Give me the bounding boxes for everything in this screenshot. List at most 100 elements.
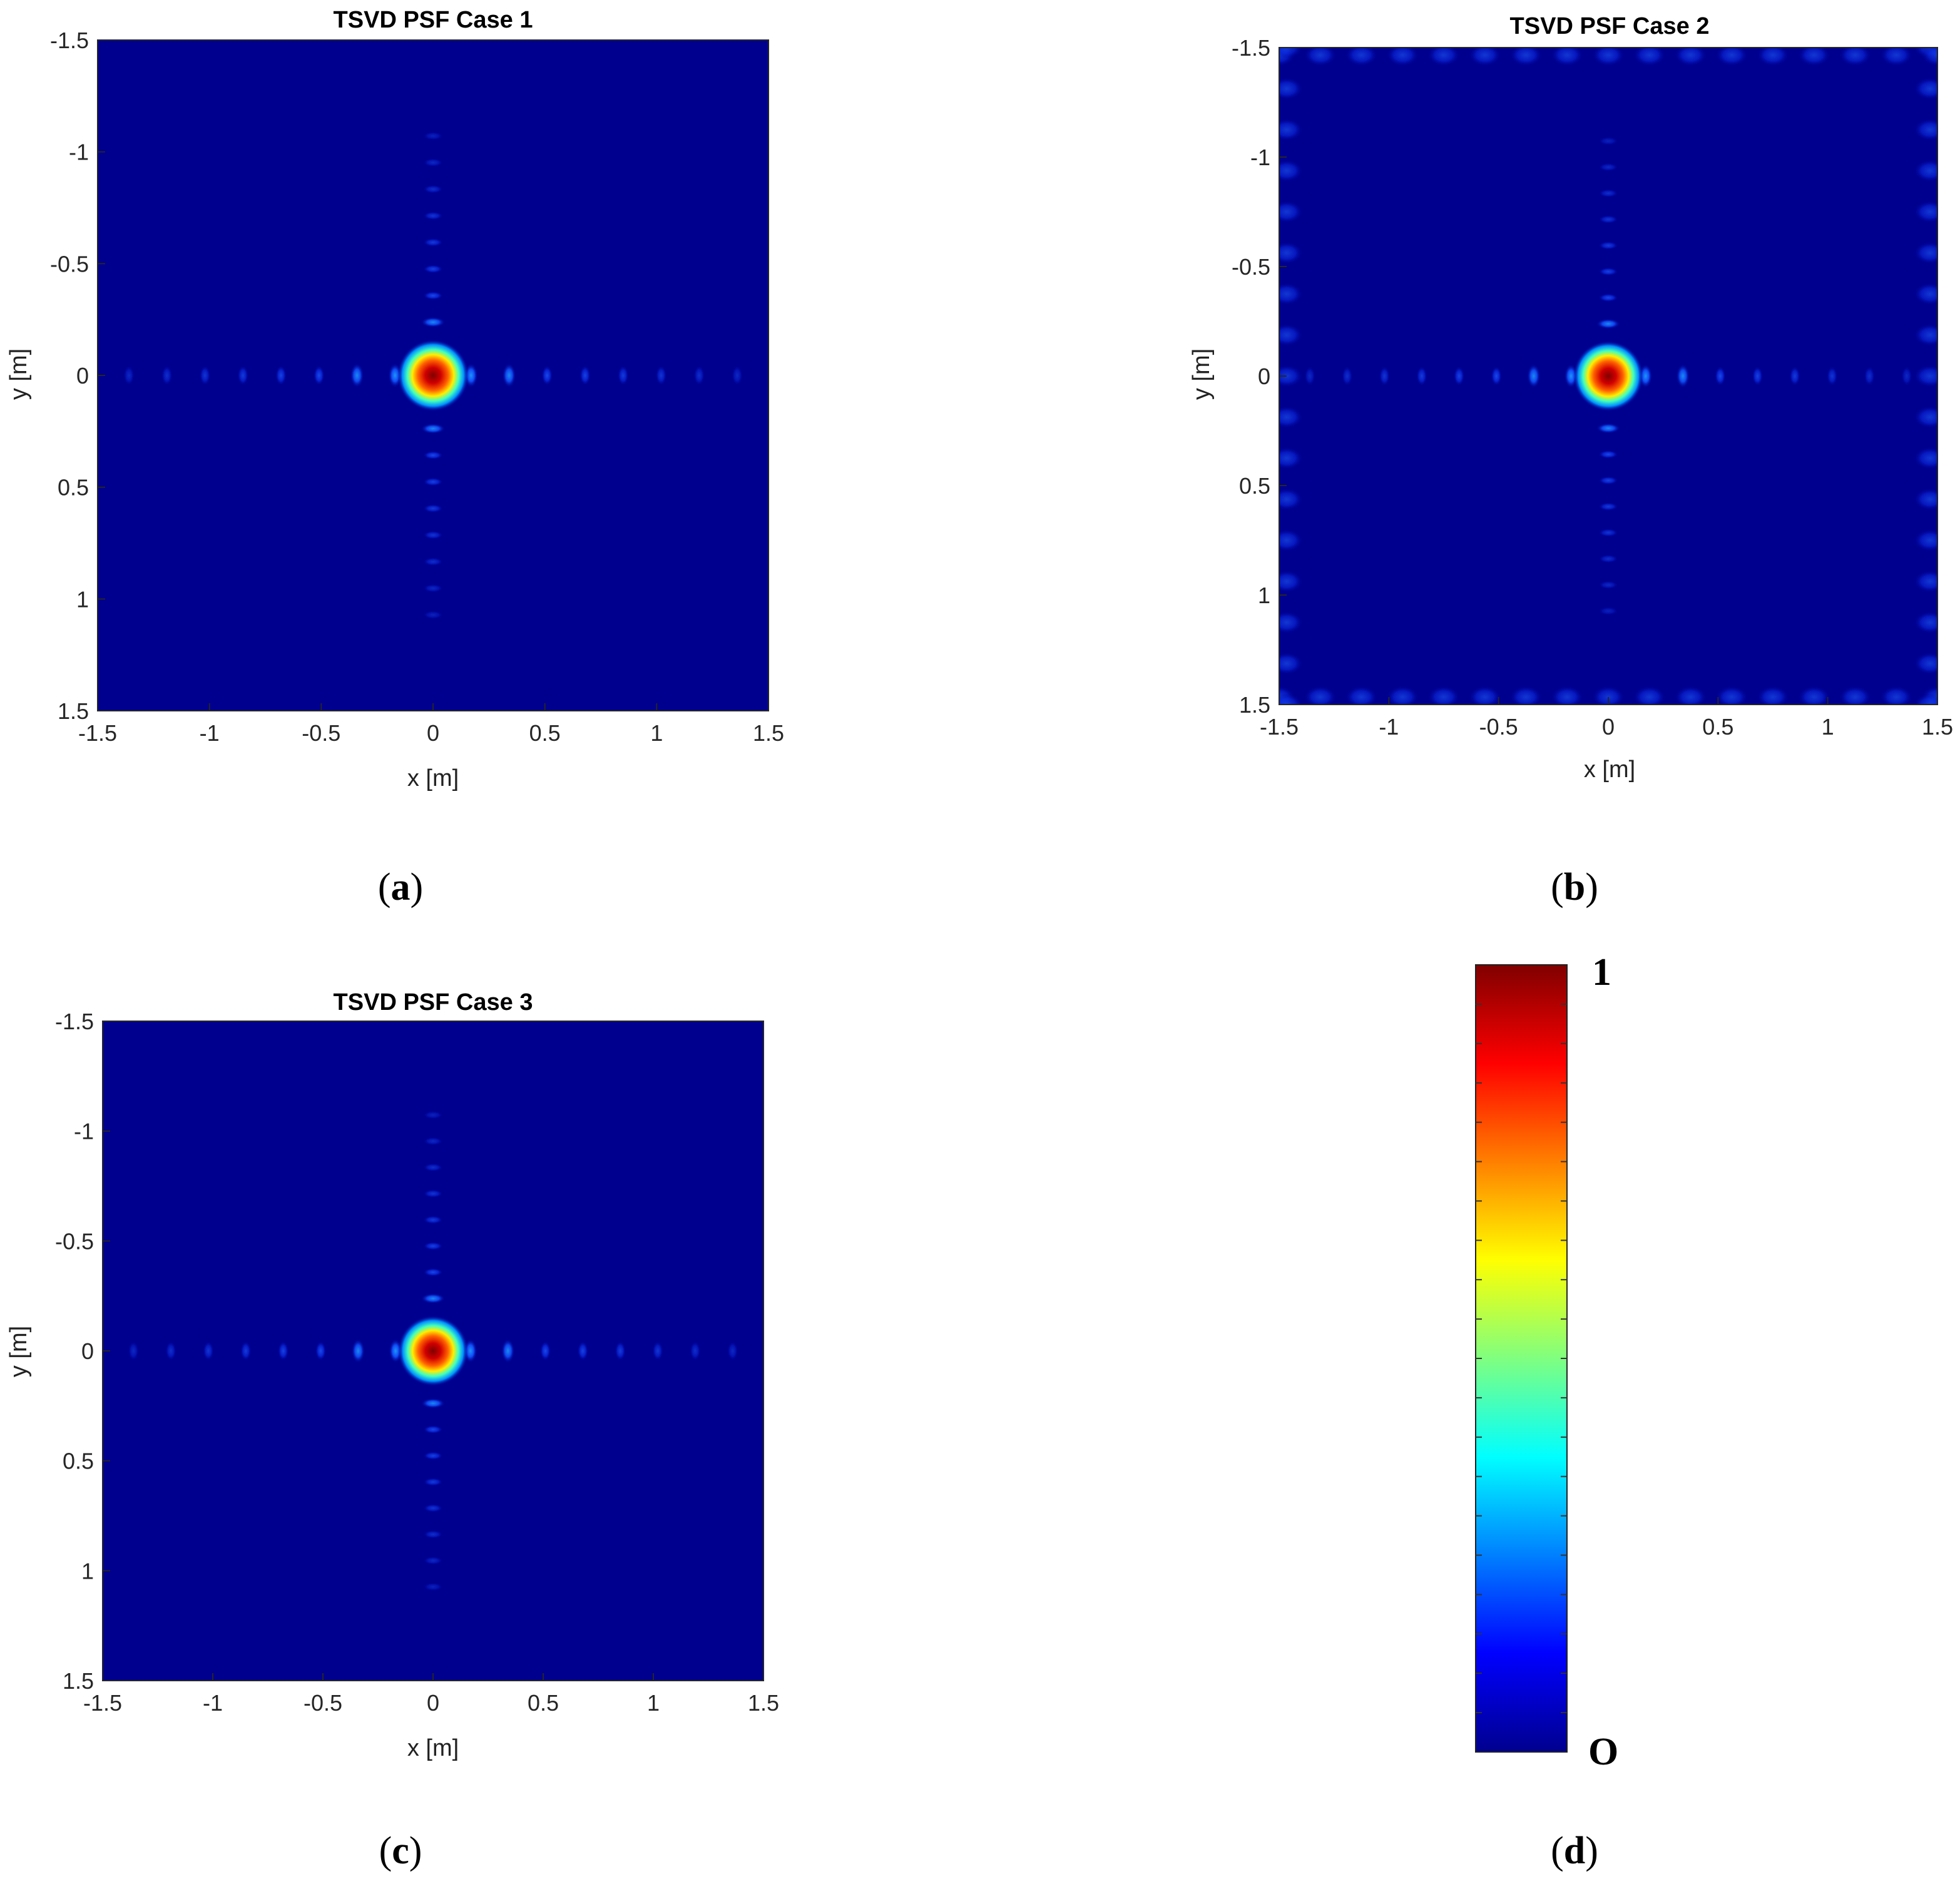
psf-border-artifact (1914, 487, 1937, 511)
psf-border-artifact (1839, 48, 1872, 66)
colorbar-ticks (1476, 1003, 1567, 1714)
psf-border-artifact (1914, 242, 1937, 265)
y-tick-label: -1 (74, 1119, 94, 1144)
psf-border-artifact (1921, 48, 1937, 66)
y-tick-label: 1.5 (1239, 692, 1270, 718)
panel-d-caption-letter: d (1564, 1830, 1585, 1872)
psf-sidelobe (1598, 581, 1618, 589)
panel-a: TSVD PSF Case 1 -1.5 -1 -0.5 0 0.5 1 1.5-1.5-1… (6, 7, 784, 909)
psf-sidelobe (1598, 293, 1618, 302)
psf-sidelobe (1527, 364, 1541, 389)
y-tick-label: 0.5 (63, 1449, 94, 1474)
psf-sidelobe (1598, 267, 1618, 276)
psf-border-artifact (1914, 652, 1937, 675)
psf-sidelobe (1598, 163, 1618, 171)
panel-d-caption: (d) (1551, 1830, 1598, 1872)
panel-c-ticks: -1.5 -1 -0.5 0 0.5 1 1.5-1.5-1-0.500.511.5 (55, 1009, 779, 1716)
psf-sidelobe (422, 504, 444, 513)
x-tick-label: -0.5 (1479, 714, 1518, 740)
x-tick-label: -1.5 (1260, 714, 1299, 740)
psf-sidelobe (1379, 366, 1390, 386)
psf-sidelobe (203, 1341, 214, 1361)
x-tick-label: 0.5 (1702, 714, 1733, 740)
psf-sidelobe (423, 1477, 443, 1487)
colorbar-min-label: O (1588, 1731, 1618, 1773)
psf-sidelobe (422, 238, 444, 247)
psf-border-artifact (1279, 652, 1303, 675)
psf-sidelobe (423, 1504, 443, 1512)
psf-sidelobe (423, 1582, 443, 1591)
y-tick-label: -1 (69, 140, 89, 165)
psf-border-artifact (1839, 686, 1872, 705)
psf-sidelobe (690, 1341, 701, 1361)
psf-border-artifact (1279, 570, 1303, 593)
psf-border-artifact (1797, 48, 1830, 66)
psf-sidelobe (128, 1341, 139, 1361)
psf-sidelobe (123, 365, 135, 386)
psf-sidelobe (422, 610, 444, 619)
psf-border-artifact (1468, 686, 1501, 705)
psf-border-artifact (1279, 611, 1303, 634)
psf-sidelobe (423, 1451, 443, 1460)
psf-sidelobe (1491, 366, 1502, 386)
y-tick-label: 0.5 (1239, 473, 1270, 499)
psf-border-artifact (1551, 48, 1584, 66)
x-tick-label: 0 (1602, 714, 1615, 740)
psf-border-artifact (1279, 118, 1303, 141)
psf-sidelobe (732, 365, 743, 386)
psf-border-artifact (1427, 48, 1460, 66)
psf-border-artifact (1914, 159, 1937, 182)
psf-border-artifact (1345, 686, 1378, 705)
panel-c-title: TSVD PSF Case 3 (334, 989, 533, 1016)
psf-border-artifact (1914, 447, 1937, 470)
psf-sidelobe (165, 1341, 176, 1361)
psf-sidelobe (277, 1341, 289, 1361)
psf-sidelobe (423, 1137, 443, 1146)
psf-sidelobe (240, 1341, 252, 1361)
panel-b-ticks: -1.5 -1 -0.5 0 0.5 1 1.5-1.5-1-0.500.511.5 (1232, 35, 1953, 740)
psf-sidelobe (421, 317, 446, 328)
psf-border-artifact (1304, 48, 1337, 66)
panel-a-caption: (a) (378, 866, 423, 909)
panel-b-xlabel: x [m] (1584, 756, 1635, 783)
psf-sidelobe (1901, 366, 1912, 386)
psf-sidelobe (1453, 366, 1465, 386)
y-tick-label: -0.5 (55, 1228, 94, 1254)
psf-border-artifact (1633, 686, 1666, 705)
panel-b-caption-letter: b (1564, 866, 1585, 909)
psf-sidelobe (1598, 528, 1618, 537)
x-tick-label: -1.5 (83, 1690, 122, 1716)
panel-a-ylabel: y [m] (6, 349, 32, 400)
psf-border-artifact (1757, 48, 1789, 66)
x-tick-label: 1 (647, 1690, 660, 1716)
psf-border-artifact (1880, 48, 1913, 66)
psf-sidelobe (1676, 364, 1690, 389)
psf-sidelobe (423, 1425, 443, 1434)
psf-border-artifact (1914, 570, 1937, 593)
psf-peak (1573, 340, 1644, 412)
panel-c-caption-letter: c (392, 1830, 409, 1872)
panel-b-plot-area (1279, 47, 1938, 705)
psf-sidelobe (1864, 366, 1875, 386)
psf-sidelobe (1596, 423, 1621, 434)
psf-sidelobe (1342, 366, 1353, 386)
psf-sidelobe (423, 1163, 443, 1172)
y-tick-label: 1.5 (58, 698, 89, 724)
psf-sidelobe (502, 363, 516, 388)
psf-sidelobe (422, 291, 444, 300)
psf-border-artifact (1279, 159, 1303, 182)
psf-sidelobe (422, 265, 444, 273)
psf-sidelobe (765, 1341, 775, 1361)
panel-a-plot-area (97, 39, 769, 711)
x-tick-label: -1 (200, 720, 220, 746)
psf-sidelobe (275, 365, 287, 386)
y-tick-label: 1 (76, 586, 89, 612)
y-tick-label: -1.5 (1232, 35, 1270, 61)
psf-border-artifact (1914, 611, 1937, 634)
psf-border-artifact (1468, 48, 1501, 66)
psf-sidelobe (617, 365, 629, 386)
psf-border-artifact (1757, 686, 1789, 705)
x-tick-label: 1 (1822, 714, 1834, 740)
psf-sidelobe (1598, 450, 1618, 459)
